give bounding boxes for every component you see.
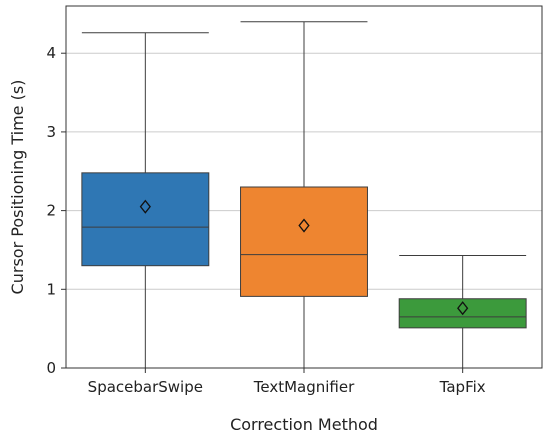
box-iqr [81,172,210,267]
mean-marker [298,218,310,233]
y-tick-label: 3 [46,123,56,141]
y-tick-label: 0 [46,359,56,377]
mean-marker [139,199,151,214]
x-tick-label: TextMagnifier [253,378,355,396]
box-iqr [240,186,368,297]
y-axis-ticks: 0 1 2 3 4 [46,44,66,377]
mean-marker [457,301,469,316]
boxes [81,21,527,369]
y-axis-label: Cursor Positioning Time (s) [8,80,27,295]
box-iqr [398,298,527,329]
y-tick-label: 2 [46,202,56,220]
y-tick-label: 1 [46,280,56,298]
x-axis-ticks: SpacebarSwipe TextMagnifier TapFix [88,368,486,396]
x-axis-label: Correction Method [230,415,378,434]
y-tick-label: 4 [46,44,56,62]
box-2 [398,254,527,369]
x-tick-label: SpacebarSwipe [88,378,203,396]
x-tick-label: TapFix [439,378,486,396]
